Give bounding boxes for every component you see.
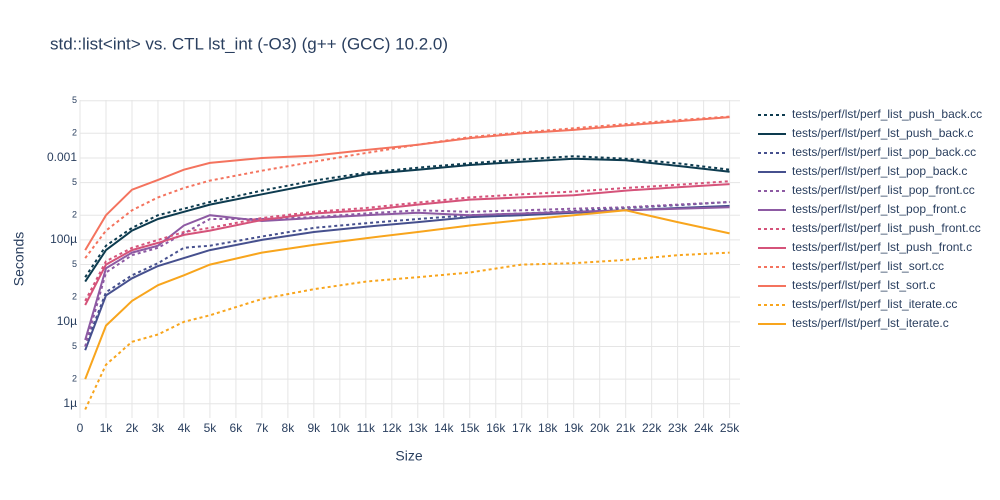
x-tick-label: 14k xyxy=(434,421,454,435)
x-tick-label: 21k xyxy=(616,421,636,435)
x-tick-label: 6k xyxy=(230,421,244,435)
x-tick-label: 7k xyxy=(256,421,270,435)
legend-label: tests/perf/lst/perf_list_pop_front.cc xyxy=(792,183,975,197)
x-tick-label: 12k xyxy=(382,421,402,435)
legend-label: tests/perf/lst/perf_list_push_back.cc xyxy=(792,107,982,121)
x-tick-label: 23k xyxy=(668,421,688,435)
y-tick-label: 1µ xyxy=(63,396,77,410)
line xyxy=(84,180,730,302)
line xyxy=(84,157,730,283)
x-tick-label: 3k xyxy=(152,421,166,435)
x-tick-label: 19k xyxy=(564,421,584,435)
y-tick-label: 5 xyxy=(72,177,77,187)
chart-title: std::list<int> vs. CTL lst_int (-O3) (g+… xyxy=(50,34,448,53)
line xyxy=(84,206,730,341)
x-tick-label: 1k xyxy=(100,421,114,435)
y-tick-label: 5 xyxy=(72,95,77,105)
x-axis-title: Size xyxy=(395,448,422,464)
y-tick-label: 2 xyxy=(72,210,77,220)
x-tick-label: 9k xyxy=(308,421,322,435)
legend-label: tests/perf/lst/perf_list_sort.cc xyxy=(792,259,944,273)
line xyxy=(84,201,730,347)
y-tick-label: 5 xyxy=(72,341,77,351)
legend-label: tests/perf/lst/perf_list_pop_back.cc xyxy=(792,145,976,159)
x-tick-label: 4k xyxy=(178,421,192,435)
y-axis-title: Seconds xyxy=(11,232,27,286)
x-tick-label: 15k xyxy=(460,421,480,435)
legend-label: tests/perf/lst/perf_lst_sort.c xyxy=(792,278,935,292)
y-tick-label: 10µ xyxy=(57,314,77,328)
y-tick-label: 2 xyxy=(72,373,77,383)
x-tick-label: 20k xyxy=(590,421,610,435)
legend-label: tests/perf/lst/perf_lst_pop_back.c xyxy=(792,164,967,178)
y-tick-label: 100µ xyxy=(50,232,77,246)
line xyxy=(84,116,730,251)
line xyxy=(84,251,730,410)
line xyxy=(84,201,730,347)
x-tick-label: 24k xyxy=(694,421,714,435)
x-tick-label: 8k xyxy=(282,421,296,435)
y-tick-label: 2 xyxy=(72,292,77,302)
legend-label: tests/perf/lst/perf_list_push_front.cc xyxy=(792,221,981,235)
legend-label: tests/perf/lst/perf_lst_push_front.c xyxy=(792,240,972,254)
x-tick-label: 5k xyxy=(204,421,218,435)
x-tick-label: 17k xyxy=(512,421,532,435)
x-tick-label: 25k xyxy=(720,421,740,435)
legend-label: tests/perf/lst/perf_lst_iterate.c xyxy=(792,316,949,330)
y-tick-label: 0.001 xyxy=(47,150,77,164)
legend-label: tests/perf/lst/perf_list_iterate.cc xyxy=(792,297,957,311)
line xyxy=(84,155,730,278)
line xyxy=(84,183,730,306)
x-tick-label: 11k xyxy=(357,421,376,435)
legend-label: tests/perf/lst/perf_lst_pop_front.c xyxy=(792,202,966,216)
x-tick-label: 0 xyxy=(77,421,84,435)
legend-label: tests/perf/lst/perf_lst_push_back.c xyxy=(792,126,973,140)
x-tick-label: 22k xyxy=(642,421,662,435)
x-tick-label: 16k xyxy=(486,421,506,435)
line xyxy=(84,115,730,259)
y-tick-label: 5 xyxy=(72,259,77,269)
y-tick-label: 2 xyxy=(72,128,77,138)
x-tick-label: 18k xyxy=(538,421,558,435)
line xyxy=(84,209,730,380)
x-tick-label: 10k xyxy=(330,421,350,435)
x-tick-label: 13k xyxy=(408,421,428,435)
x-tick-label: 2k xyxy=(126,421,140,435)
